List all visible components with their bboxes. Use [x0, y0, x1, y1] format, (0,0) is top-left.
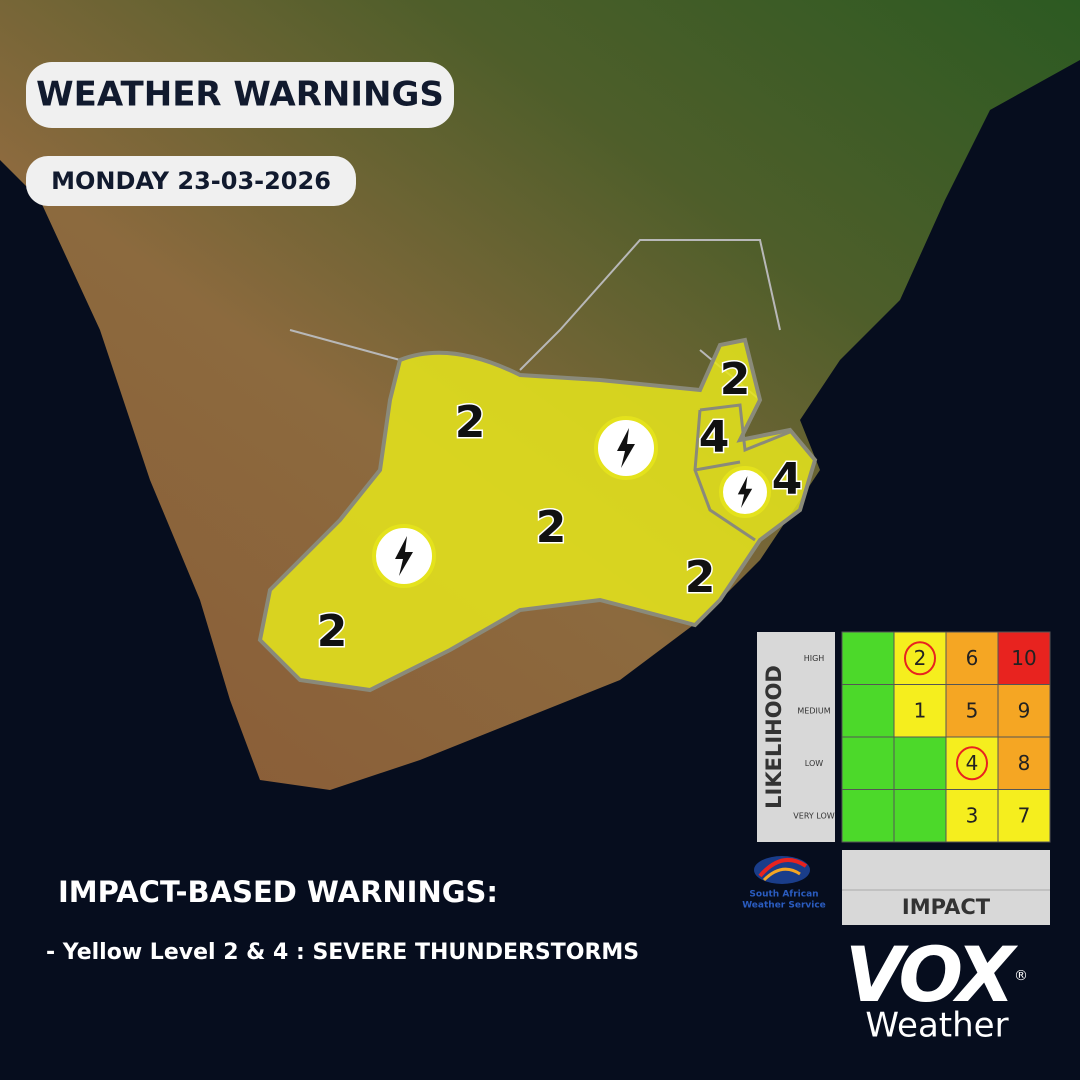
cell-value: 8 [1018, 751, 1031, 775]
matrix-cell [841, 789, 895, 843]
likelihood-label: LIKELIHOOD [762, 665, 786, 809]
matrix-cell [893, 736, 947, 790]
footer-detail: - Yellow Level 2 & 4 : SEVERE THUNDERSTO… [46, 940, 639, 965]
logo-brand: VOX [845, 930, 1018, 1019]
matrix-cell [893, 789, 947, 843]
bolt [737, 476, 753, 508]
matrix-cell [945, 631, 999, 685]
cell-value: 1 [914, 698, 927, 722]
cell-value: 9 [1018, 698, 1031, 722]
level-label: 2 [720, 354, 751, 405]
bolt [617, 428, 635, 468]
matrix-cell [997, 789, 1051, 843]
date-pill [26, 156, 356, 206]
footer-heading: IMPACT-BASED WARNINGS: [58, 875, 498, 909]
title: WEATHER WARNINGS [36, 75, 444, 115]
row-label: LOW [805, 759, 823, 768]
saws-arc [762, 867, 801, 882]
cell-value: 7 [1018, 803, 1031, 827]
warning-area [257, 337, 818, 693]
cell-value: 2 [914, 646, 927, 670]
matrix-cell [841, 631, 895, 685]
saws-logo: South African Weather Service [742, 856, 826, 911]
matrix-cell [841, 736, 895, 790]
saws-arc [758, 857, 808, 878]
level-label: 4 [772, 454, 803, 505]
logo-product: Weather [865, 1006, 1008, 1046]
level-label: 2 [455, 397, 486, 448]
level-label: 2 [317, 606, 348, 657]
cell-value: 10 [1011, 646, 1036, 670]
impact-label: IMPACT [902, 895, 991, 919]
bolt [395, 536, 413, 576]
highlight-ring [904, 641, 936, 676]
row-label: VERY LOW [793, 811, 834, 820]
level-label: 2 [536, 502, 567, 553]
row-label: HIGH [804, 654, 825, 663]
lightning-icons [372, 416, 771, 588]
matrix-cell [841, 684, 895, 738]
likelihood-panel [757, 632, 835, 842]
level-4-outline [693, 403, 791, 542]
matrix-cell [997, 631, 1051, 685]
level-label: 4 [699, 412, 730, 463]
date: MONDAY 23-03-2026 [51, 167, 331, 195]
impact-panel [842, 850, 1050, 925]
row-label: MEDIUM [797, 706, 830, 715]
cell-value: 3 [966, 803, 979, 827]
matrix-cell [945, 736, 999, 790]
logo-registered: ® [1014, 968, 1028, 984]
highlight-ring [956, 746, 988, 781]
matrix-cell [997, 684, 1051, 738]
saws-text: South African [749, 890, 818, 900]
cell-value: 4 [966, 751, 979, 775]
matrix-cell [945, 684, 999, 738]
saws-text: Weather Service [742, 901, 826, 911]
matrix-cell [893, 631, 947, 685]
title-pill [26, 62, 454, 128]
cell-value: 5 [966, 698, 979, 722]
borders [289, 239, 781, 401]
cell-value: 6 [966, 646, 979, 670]
level-label: 2 [685, 552, 716, 603]
